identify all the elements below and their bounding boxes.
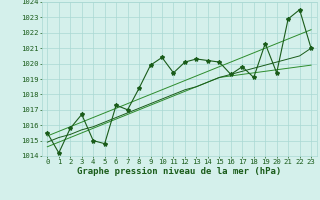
X-axis label: Graphe pression niveau de la mer (hPa): Graphe pression niveau de la mer (hPa) [77,167,281,176]
